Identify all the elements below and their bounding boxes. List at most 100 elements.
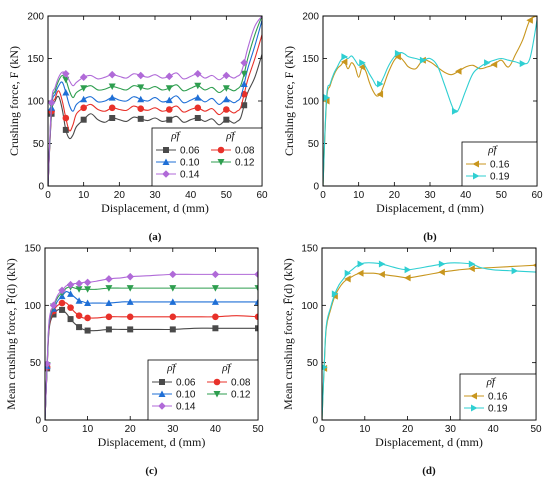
data-point bbox=[222, 71, 231, 80]
data-point bbox=[137, 105, 145, 112]
data-point bbox=[62, 70, 70, 78]
panel-label: (b) bbox=[423, 231, 437, 243]
y-axis-label: Crushing force, F (kN) bbox=[282, 46, 296, 156]
y-axis-label: Mean crushing force, F̄(d) (kN) bbox=[281, 258, 295, 410]
chart-panel-b: 0 10 20 30 40 50 60 0 50 100 150 200 Displacement, d… bbox=[282, 12, 543, 244]
data-point bbox=[223, 116, 230, 123]
data-point bbox=[419, 56, 427, 64]
y-axis-label: Crushing force, F (kN) bbox=[7, 46, 21, 156]
data-point bbox=[109, 115, 116, 121]
x-tick-label: 0 bbox=[319, 424, 325, 435]
data-point bbox=[358, 63, 366, 71]
data-point bbox=[344, 275, 351, 283]
data-point bbox=[76, 324, 83, 331]
series-line-0.10 bbox=[48, 20, 262, 186]
data-point bbox=[80, 95, 88, 103]
plot-area bbox=[45, 270, 258, 420]
data-point bbox=[255, 325, 258, 332]
series-line-0.08 bbox=[48, 34, 262, 186]
x-tick-label: 0 bbox=[320, 190, 326, 201]
x-tick-label: 20 bbox=[125, 424, 137, 435]
chart-panel-a: 0 10 20 30 40 50 60 0 50 100 150 200 Displacement, d… bbox=[7, 12, 268, 244]
data-point bbox=[519, 60, 527, 68]
data-point bbox=[59, 306, 66, 313]
legend-label: 0.06 bbox=[180, 146, 200, 157]
data-point bbox=[240, 80, 248, 87]
x-tick-label: 20 bbox=[402, 424, 414, 435]
legend-marker bbox=[162, 170, 170, 178]
y-tick-label: 50 bbox=[308, 139, 320, 150]
y-tick-label: 50 bbox=[30, 358, 42, 369]
data-point bbox=[404, 266, 412, 274]
y-tick-label: 0 bbox=[38, 182, 44, 193]
legend-label: 0.10 bbox=[180, 158, 200, 169]
data-point bbox=[136, 71, 145, 80]
series-line-0.12 bbox=[48, 16, 262, 186]
data-point bbox=[376, 90, 384, 98]
x-tick-label: 50 bbox=[496, 190, 508, 201]
x-tick-label: 60 bbox=[531, 190, 543, 201]
data-point bbox=[532, 263, 536, 268]
legend-label: 0.16 bbox=[488, 392, 508, 403]
x-tick-label: 0 bbox=[42, 424, 48, 435]
data-point bbox=[357, 269, 364, 277]
y-tick-label: 200 bbox=[27, 12, 44, 23]
data-point bbox=[194, 94, 202, 101]
data-point bbox=[108, 104, 116, 112]
x-tick-label: 40 bbox=[460, 190, 472, 201]
legend-header: ρ̄f bbox=[170, 130, 181, 142]
data-point bbox=[105, 326, 112, 333]
data-point bbox=[222, 85, 230, 92]
data-point bbox=[241, 102, 248, 109]
y-tick-label: 100 bbox=[302, 97, 319, 108]
y-tick-label: 50 bbox=[307, 358, 319, 369]
data-point bbox=[80, 85, 88, 92]
legend-label: 0.14 bbox=[176, 402, 196, 413]
legend-label: 0.08 bbox=[231, 378, 251, 389]
legend-label: 0.12 bbox=[231, 390, 251, 401]
series-line-0.12 bbox=[45, 286, 258, 420]
data-point bbox=[166, 116, 173, 123]
data-point bbox=[254, 298, 258, 305]
data-point bbox=[378, 270, 385, 278]
legend-marker bbox=[163, 147, 169, 153]
y-tick-label: 150 bbox=[301, 244, 318, 255]
data-point bbox=[511, 267, 519, 275]
chart-panel-c: 0 10 20 30 40 50 0 50 100 150 Displacement, d (mm)… bbox=[4, 244, 264, 478]
y-tick-label: 200 bbox=[302, 12, 319, 23]
x-tick-label: 30 bbox=[167, 424, 179, 435]
data-point bbox=[468, 260, 476, 268]
series-line-0.06 bbox=[48, 54, 262, 186]
y-tick-label: 50 bbox=[33, 139, 45, 150]
data-point bbox=[137, 95, 145, 103]
data-point bbox=[84, 299, 92, 307]
data-point bbox=[211, 285, 219, 292]
data-point bbox=[484, 59, 491, 67]
data-point bbox=[240, 70, 248, 78]
x-tick-label: 10 bbox=[359, 424, 371, 435]
data-point bbox=[223, 106, 230, 113]
data-point bbox=[67, 290, 75, 297]
x-tick-label: 10 bbox=[78, 190, 90, 201]
data-point bbox=[194, 115, 201, 121]
data-point bbox=[67, 304, 74, 311]
y-tick-label: 100 bbox=[301, 301, 318, 312]
legend: ρ̄f ρ̄f 0.06 0.08 0.10 0.12 0.14 bbox=[151, 127, 263, 187]
x-tick-label: 10 bbox=[82, 424, 94, 435]
data-point bbox=[165, 85, 173, 92]
data-point bbox=[84, 327, 91, 334]
data-point bbox=[50, 311, 57, 318]
data-point bbox=[340, 58, 348, 66]
data-point bbox=[194, 104, 202, 112]
legend-marker bbox=[472, 160, 479, 168]
data-point bbox=[394, 53, 401, 61]
panel-label: (a) bbox=[149, 231, 162, 243]
data-point bbox=[62, 126, 69, 133]
data-point bbox=[211, 270, 220, 279]
data-point bbox=[75, 312, 83, 319]
panel-label: (d) bbox=[422, 465, 436, 477]
data-point bbox=[194, 70, 202, 78]
data-point bbox=[240, 58, 248, 67]
series-line-0.14 bbox=[48, 16, 262, 186]
